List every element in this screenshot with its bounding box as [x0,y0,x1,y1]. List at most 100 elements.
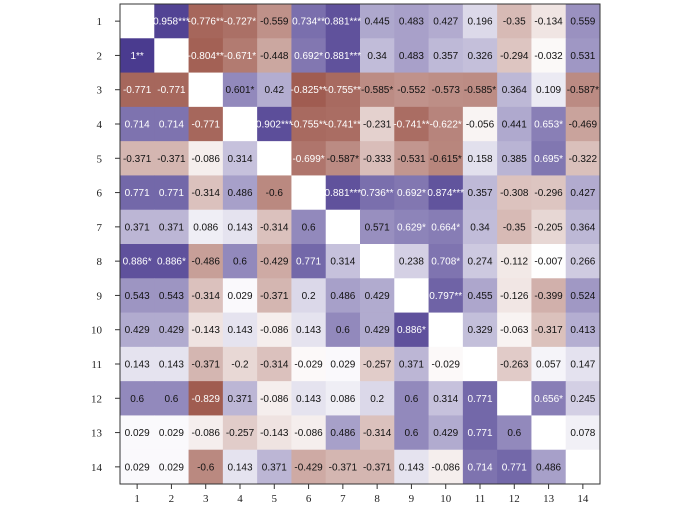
heatmap-cell [565,72,601,108]
heatmap-cell [462,175,498,211]
cell-value-label: 0.714 [125,120,150,131]
heatmap-cell [257,209,292,245]
heatmap-cell [462,346,498,382]
heatmap-cell [360,449,395,485]
heatmap-cell [360,209,395,245]
cell-value-label: 0.6 [404,394,418,405]
heatmap-cell [120,449,155,485]
heatmap-cell [428,278,464,314]
cell-value-label: 0.902*** [256,120,293,131]
cell-value-label: 0.445 [365,17,390,28]
cell-value-label: 0.6 [130,394,144,405]
cell-value-label: -0.429 [294,462,323,473]
cell-value-label: -0.429 [260,257,289,268]
heatmap-cell [565,38,601,74]
cell-value-label: 0.714 [467,462,492,473]
cell-value-label: 0.736** [361,188,394,199]
heatmap-cell [325,449,361,485]
heatmap-cell [222,106,258,142]
heatmap-cell [257,141,292,176]
cell-value-label: -0.086 [294,428,323,439]
heatmap-cell [394,381,430,416]
heatmap-cell [120,141,155,176]
cell-value-label: 0.029 [159,428,184,439]
heatmap-cell [565,278,601,314]
cell-value-label: -0.134 [534,17,563,28]
cell-value-label: 0.314 [433,394,458,405]
cell-value-label: 0.695* [534,154,563,165]
heatmap-cell [531,4,567,39]
cell-value-label: -0.029 [432,360,461,371]
cell-value-label: 0.771 [502,462,527,473]
cell-value-label: 0.34 [367,51,387,62]
heatmap-cell [154,38,190,74]
cell-value-label: 0.274 [467,257,492,268]
heatmap-cell [257,4,292,39]
heatmap-cell [360,106,395,142]
cell-value-label: 0.486 [227,188,252,199]
heatmap-cell [120,72,155,108]
cell-value-label: 0.364 [570,222,595,233]
heatmap-cell [462,106,498,142]
cell-value-label: -0.622* [430,120,462,131]
heatmap-cell [222,38,258,74]
cell-value-label: -0.6 [266,188,284,199]
cell-value-label: 0.086 [193,222,218,233]
cell-value-label: 0.886* [123,257,152,268]
cell-value-label: 0.029 [159,462,184,473]
heatmap-cell [291,278,327,314]
cell-value-label: 0.371 [227,394,252,405]
cell-value-label: 0.029 [330,360,355,371]
cell-value-label: 0.543 [125,291,150,302]
cell-value-label: -0.205 [534,222,563,233]
cell-value-label: 0.483 [399,51,424,62]
heatmap-cell [291,175,327,211]
heatmap-cell [325,278,361,314]
heatmap-cell [325,209,361,245]
heatmap-cell [497,72,532,108]
cell-value-label: 0.029 [125,462,150,473]
x-tick-label: 5 [272,493,278,505]
heatmap-cell [360,175,395,211]
heatmap-cell [394,209,430,245]
heatmap-cell [462,141,498,176]
heatmap-cell [394,175,430,211]
heatmap-cell [188,72,224,108]
heatmap-cell [154,244,190,279]
x-tick-label: 10 [440,493,452,505]
heatmap-cell [325,175,361,211]
heatmap-cell [291,106,327,142]
heatmap-cell [394,141,430,176]
cell-value-label: 0.34 [470,222,490,233]
y-tick-label: 6 [97,188,103,200]
x-tick-label: 6 [306,493,312,505]
heatmap-cell [531,346,567,382]
x-tick-label: 3 [203,493,209,505]
cell-value-label: 0.571 [365,222,390,233]
cell-value-label: 0.329 [467,325,492,336]
heatmap-cell [462,72,498,108]
cell-value-label: 0.314 [330,257,355,268]
heatmap-cell [565,106,601,142]
cell-value-label: -0.727* [224,17,256,28]
heatmap-cell [291,381,327,416]
heatmap-cell [154,346,190,382]
cell-value-label: 0.147 [570,360,595,371]
cell-value-label: 0.797** [429,291,462,302]
cell-value-label: -0.086 [260,325,289,336]
heatmap-cell [565,381,601,416]
heatmap-cell [154,449,190,485]
heatmap-cell [360,244,395,279]
heatmap-cell [257,244,292,279]
cell-value-label: -0.314 [260,222,289,233]
cell-value-label: 0.629* [397,222,426,233]
cell-value-label: 0.881*** [325,188,362,199]
heatmap-cell [154,209,190,245]
cell-value-label: -0.086 [260,394,289,405]
cell-value-label: -0.063 [500,325,529,336]
heatmap-cell [222,278,258,314]
cell-value-label: 0.886* [397,325,426,336]
heatmap-cell [394,72,430,108]
